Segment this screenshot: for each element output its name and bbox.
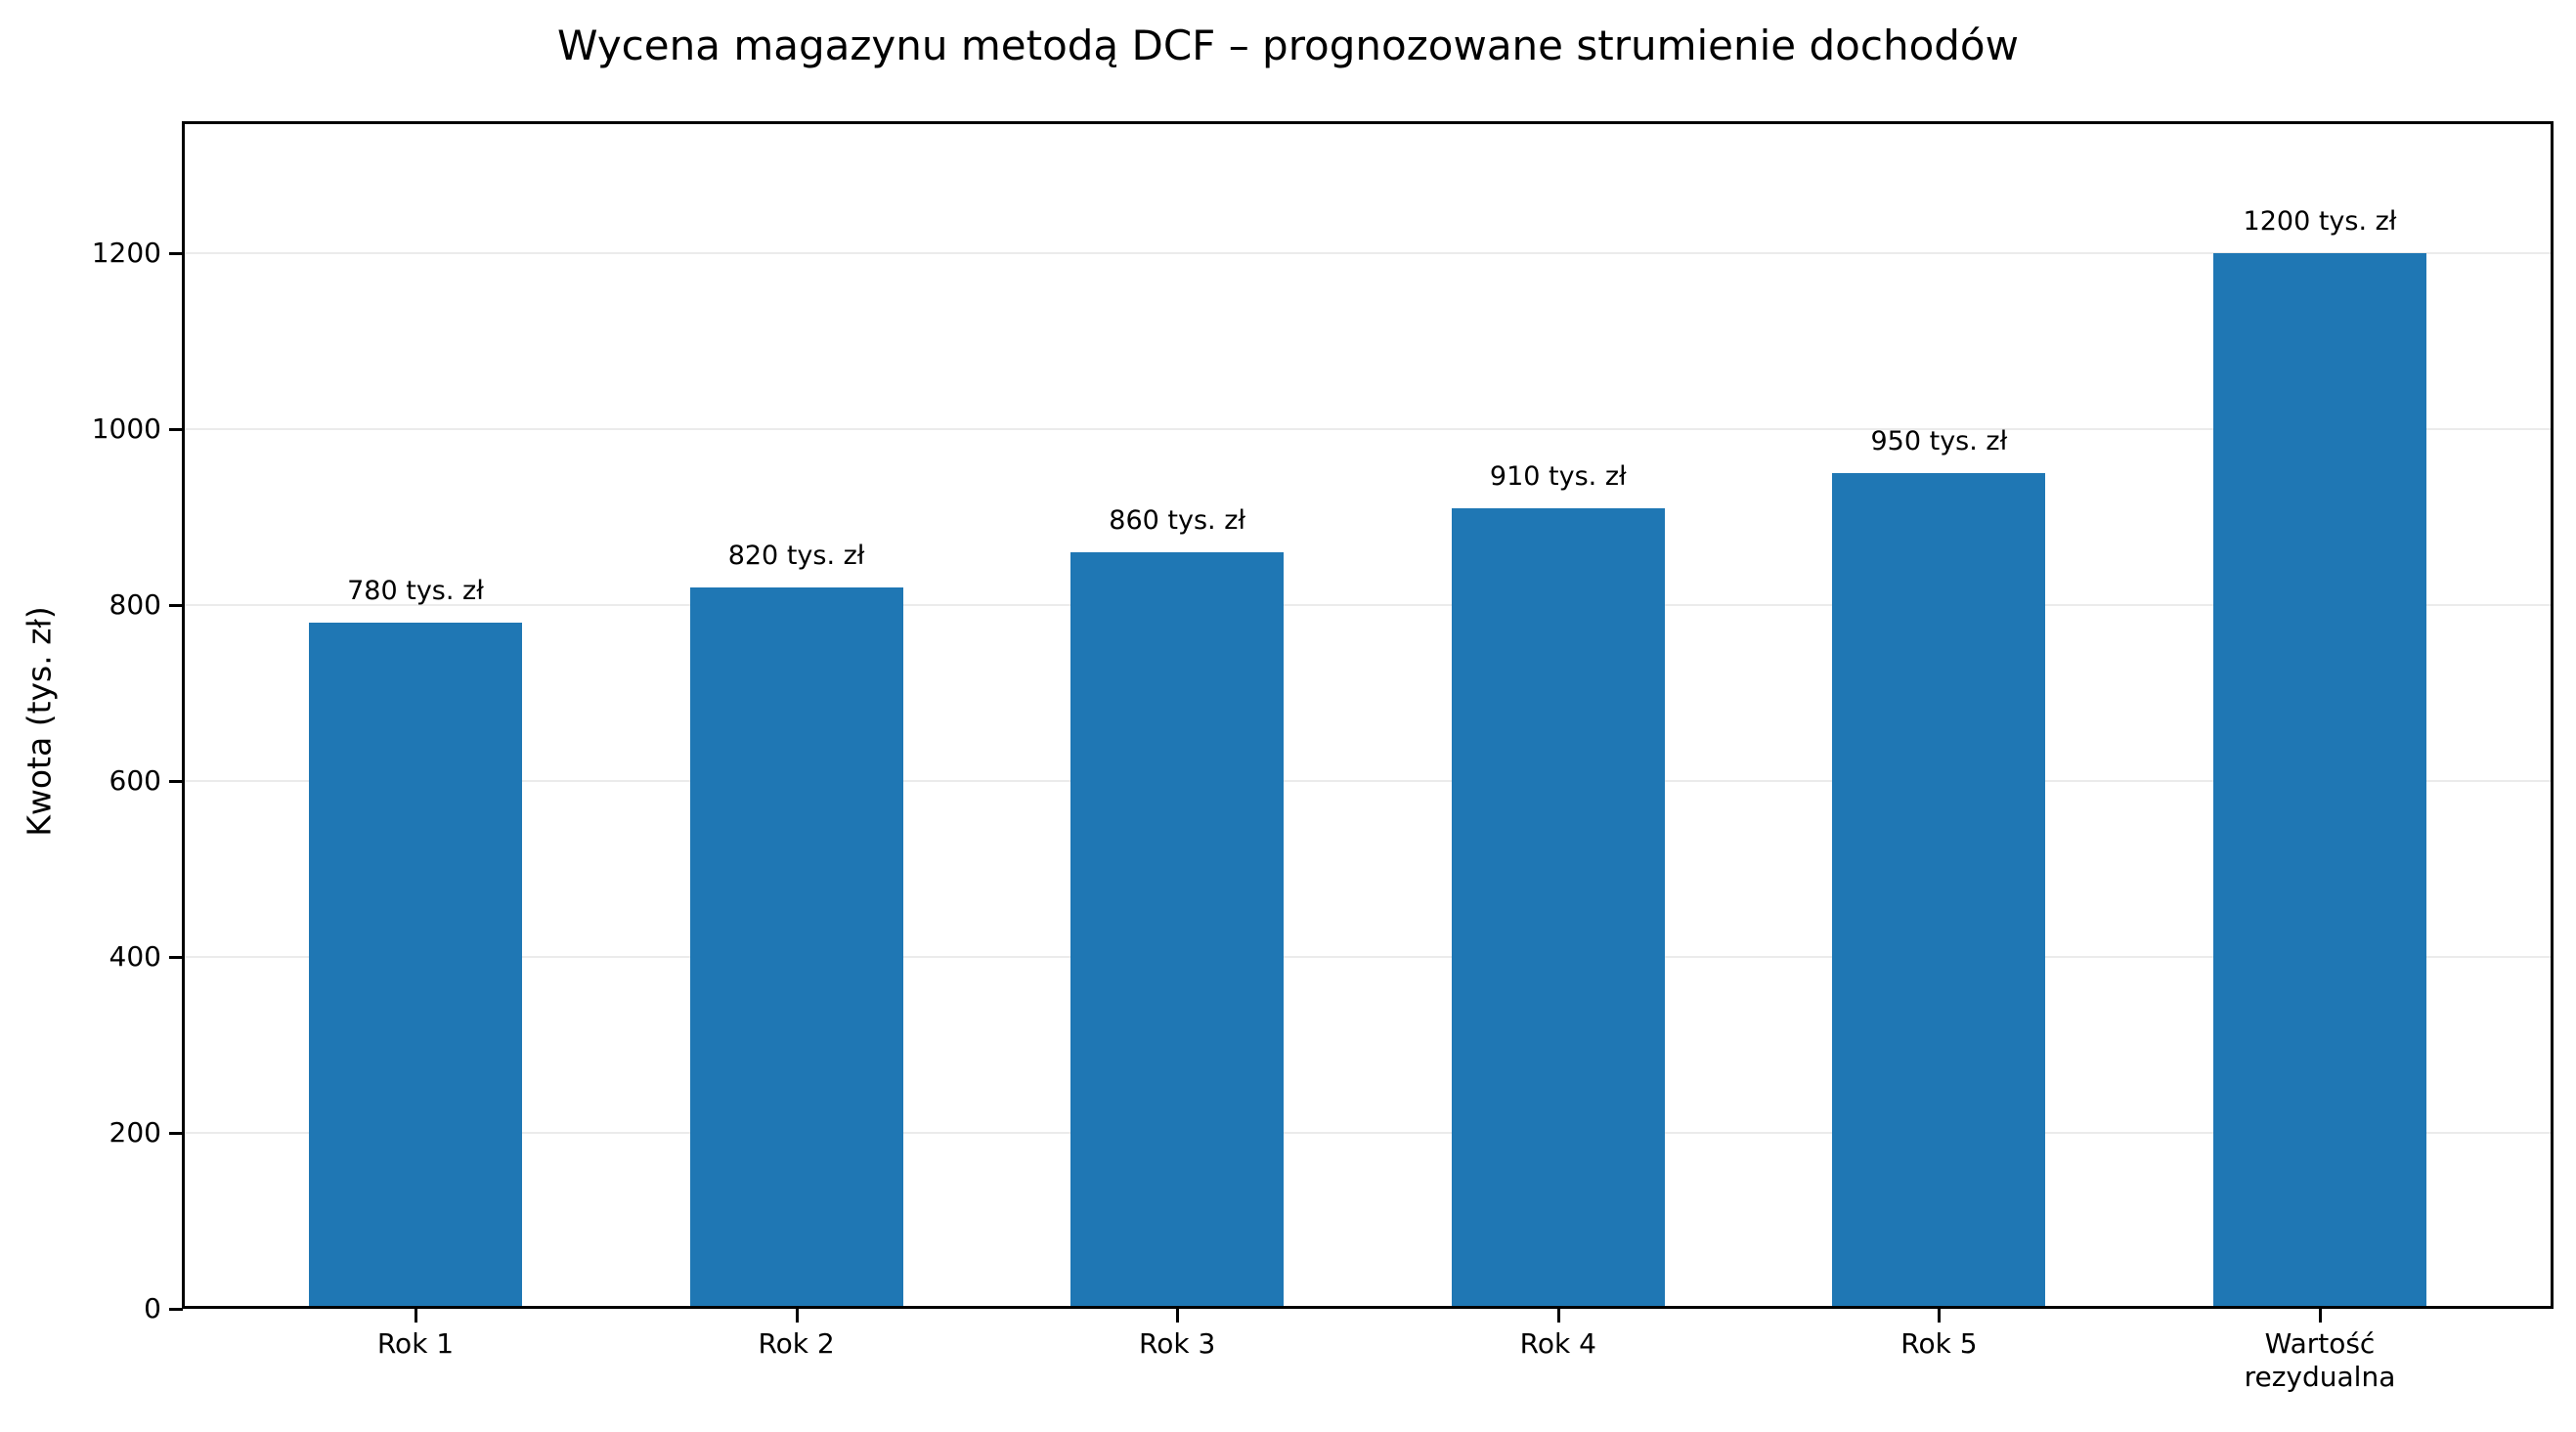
bar [689,587,903,1309]
y-tick [169,1308,183,1311]
chart-title: Wycena magazynu metodą DCF – prognozowan… [557,22,2019,69]
y-tick-label: 200 [109,1116,161,1149]
x-tick [415,1309,417,1323]
y-tick [169,428,183,431]
x-tick [2319,1309,2322,1323]
gridline [185,252,2551,254]
x-tick-label: Rok 3 [1139,1327,1216,1360]
y-tick-label: 400 [109,940,161,973]
bar-value-label: 780 tys. zł [347,576,484,606]
bar [309,623,522,1309]
bar-value-label: 950 tys. zł [1870,426,2008,456]
bar [1070,552,1285,1309]
y-tick-label: 600 [109,764,161,797]
gridline [185,956,2551,958]
x-tick [1938,1309,1942,1323]
x-tick-label: Rok 1 [376,1327,455,1360]
x-tick-label: Rok 4 [1519,1327,1596,1360]
x-tick-label: Wartość rezydualna [2244,1327,2396,1393]
y-tick-label: 1000 [91,412,161,445]
bar-value-label: 820 tys. zł [727,541,865,571]
x-tick [1176,1309,1180,1323]
y-tick [169,252,183,255]
x-tick-label: Rok 5 [1900,1327,1978,1360]
y-tick [169,956,183,959]
y-tick [169,1132,183,1135]
bar-value-label: 910 tys. zł [1489,461,1627,492]
x-tick-label: Rok 2 [758,1327,835,1360]
y-tick-label: 800 [109,588,161,621]
bar [2213,253,2426,1309]
bar [1451,508,1665,1309]
bar-value-label: 1200 tys. zł [2243,206,2397,237]
y-tick-label: 0 [144,1292,161,1324]
x-tick [1556,1309,1560,1323]
x-tick [795,1309,799,1323]
y-tick [169,604,183,607]
y-axis-label: Kwota (tys. zł) [20,606,59,837]
y-tick-label: 1200 [91,237,161,269]
bar-value-label: 860 tys. zł [1109,505,1246,536]
axes-frame [182,121,2554,1309]
gridline [185,428,2551,430]
gridline [185,780,2551,782]
bar [1832,473,2046,1309]
y-tick [169,780,183,783]
gridline [185,1132,2551,1134]
gridline [185,604,2551,606]
